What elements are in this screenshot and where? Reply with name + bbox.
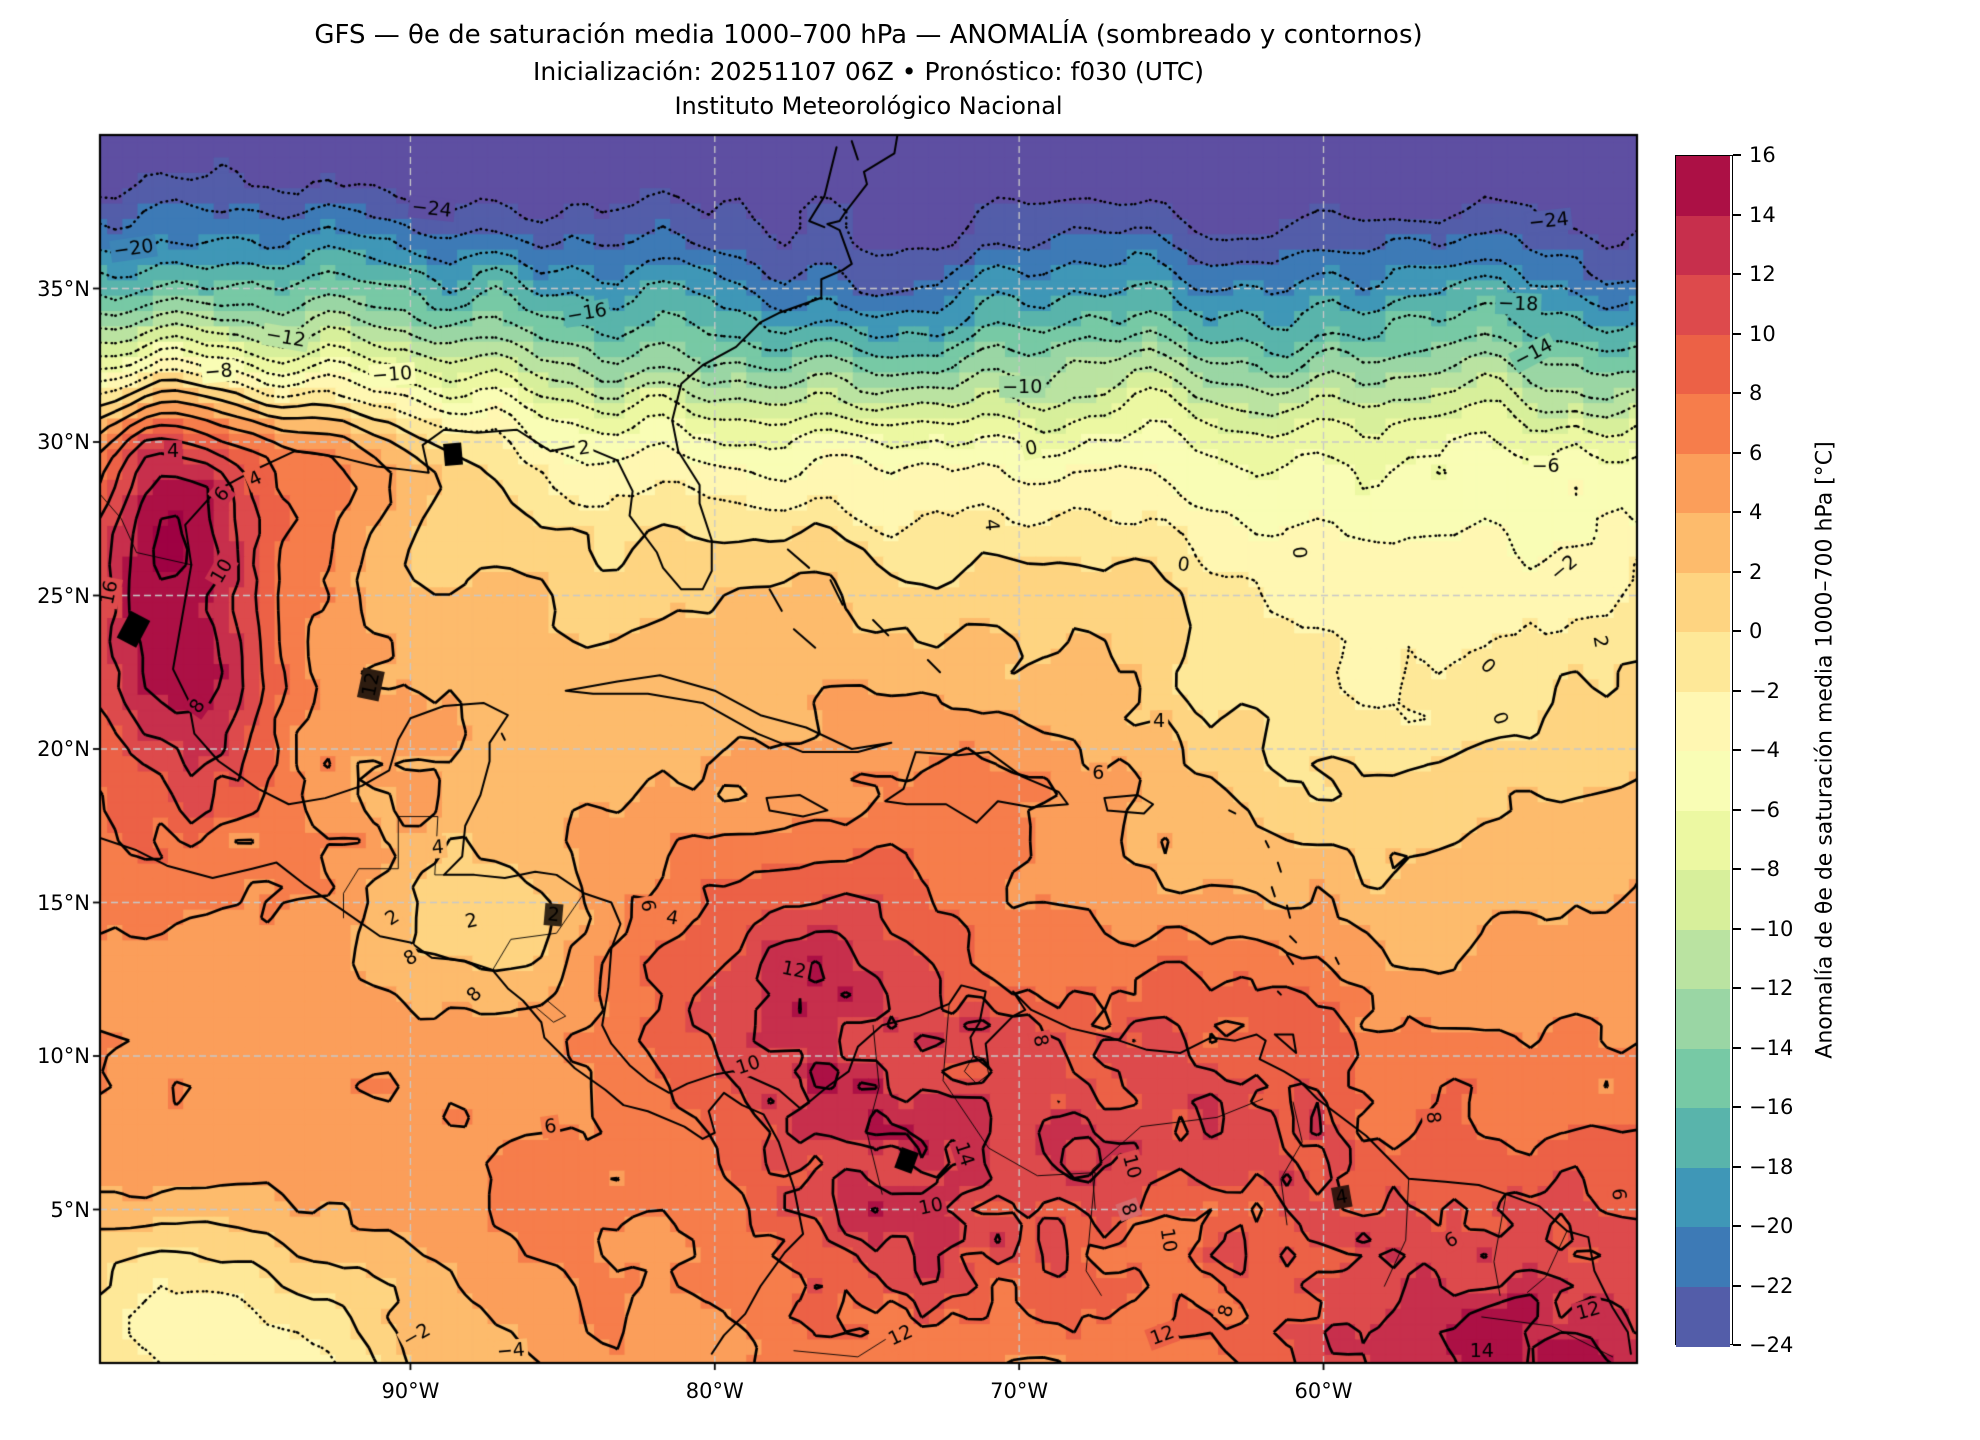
- plot-subtitle-init-forecast: Inicialización: 20251107 06Z • Pronóstic…: [533, 57, 1204, 86]
- y-tick-label-25N: 25°N: [37, 583, 90, 608]
- colorbar-band-6-to-8: [1676, 394, 1731, 454]
- colorbar-band--22-to--20: [1676, 1227, 1731, 1287]
- colorbar-tick-10: [1733, 332, 1741, 335]
- plot-title: GFS — θe de saturación media 1000–700 hP…: [314, 20, 1423, 50]
- colorbar-tick-label-14: 14: [1749, 202, 1776, 227]
- colorbar-tick-label-0: 0: [1749, 619, 1763, 643]
- colorbar-tick-4: [1733, 511, 1741, 513]
- colorbar-tick-−6: [1733, 808, 1741, 811]
- colorbar-tick-−8: [1733, 868, 1741, 870]
- colorbar-tick-label-−8: −8: [1749, 857, 1780, 881]
- y-tick-label-20N: 20°N: [37, 737, 90, 761]
- colorbar-tick-label-−22: −22: [1749, 1273, 1794, 1298]
- colorbar-band-10-to-12: [1676, 275, 1731, 335]
- colorbar-band--4-to--2: [1676, 691, 1731, 752]
- colorbar-band-8-to-10: [1676, 334, 1731, 395]
- colorbar-tick-label-−12: −12: [1749, 976, 1794, 1000]
- y-tick-label-10N: 10°N: [37, 1044, 90, 1068]
- colorbar-tick-label-−2: −2: [1749, 678, 1780, 703]
- x-tick-label-80W: 80°W: [685, 1379, 744, 1403]
- colorbar-tick-−10: [1733, 927, 1741, 930]
- colorbar-label: Anomalía de θe de saturación media 1000–…: [1812, 441, 1838, 1059]
- colorbar-band--8-to--6: [1676, 810, 1731, 871]
- colorbar-band-2-to-4: [1676, 513, 1731, 573]
- colorbar-tick-12: [1733, 273, 1741, 275]
- colorbar-tick-label-−18: −18: [1749, 1154, 1794, 1179]
- colorbar-tick-label-6: 6: [1749, 440, 1763, 465]
- colorbar-band-12-to-14: [1676, 215, 1731, 276]
- colorbar-tick-−14: [1733, 1046, 1741, 1049]
- colorbar-tick-label-12: 12: [1749, 262, 1776, 286]
- colorbar-bands: [1675, 155, 1733, 1347]
- colorbar-tick-16: [1733, 154, 1741, 156]
- colorbar-tick-−22: [1733, 1284, 1741, 1287]
- y-tick-label-35N: 35°N: [37, 276, 90, 301]
- colorbar-band-0-to-2: [1676, 572, 1731, 633]
- colorbar-band-14-to-16: [1676, 156, 1731, 216]
- colorbar-tick-−4: [1733, 749, 1741, 751]
- x-tick-label-70W: 70°W: [990, 1379, 1049, 1403]
- colorbar-tick-label-−4: −4: [1749, 738, 1780, 762]
- colorbar-tick-label-16: 16: [1749, 143, 1776, 167]
- colorbar-tick-6: [1733, 451, 1741, 454]
- colorbar-band--10-to--8: [1676, 870, 1731, 930]
- plot-subtitle-institution: Instituto Meteorológico Nacional: [674, 92, 1063, 120]
- colorbar-tick-label-−16: −16: [1749, 1095, 1794, 1119]
- colorbar-tick-label-10: 10: [1749, 321, 1776, 346]
- colorbar-tick-label-−14: −14: [1749, 1035, 1794, 1060]
- colorbar-tick-−2: [1733, 689, 1741, 692]
- colorbar-tick-14: [1733, 213, 1741, 216]
- colorbar-band-4-to-6: [1676, 453, 1731, 514]
- colorbar-tick-label-8: 8: [1749, 381, 1763, 405]
- colorbar-tick-−12: [1733, 987, 1741, 989]
- y-tick-label-15N: 15°N: [37, 890, 90, 915]
- y-tick-label-30N: 30°N: [37, 430, 90, 454]
- colorbar-tick-label-−10: −10: [1749, 916, 1794, 941]
- colorbar-tick-−18: [1733, 1165, 1741, 1168]
- colorbar-tick-label-−24: −24: [1749, 1333, 1794, 1357]
- colorbar-band--20-to--18: [1676, 1167, 1731, 1228]
- colorbar-band--18-to--16: [1676, 1108, 1731, 1168]
- colorbar-tick-−20: [1733, 1225, 1741, 1227]
- y-tick-label-5N: 5°N: [50, 1197, 90, 1222]
- colorbar-tick-0: [1733, 630, 1741, 632]
- colorbar-band--6-to--4: [1676, 751, 1731, 811]
- colorbar-band--14-to--12: [1676, 989, 1731, 1049]
- colorbar-band--12-to--10: [1676, 929, 1731, 990]
- colorbar-tick-label-−6: −6: [1749, 797, 1780, 822]
- colorbar-band--2-to-0: [1676, 632, 1731, 692]
- colorbar-tick-8: [1733, 392, 1741, 394]
- colorbar-tick-−16: [1733, 1106, 1741, 1108]
- colorbar-tick-−24: [1733, 1344, 1741, 1346]
- x-tick-label-60W: 60°W: [1294, 1379, 1353, 1403]
- colorbar-tick-label-−20: −20: [1749, 1214, 1794, 1238]
- colorbar-tick-label-2: 2: [1749, 559, 1763, 584]
- x-tick-label-90W: 90°W: [381, 1379, 440, 1403]
- colorbar-band--16-to--14: [1676, 1048, 1731, 1109]
- colorbar-band--24-to--22: [1676, 1286, 1731, 1347]
- colorbar-tick-2: [1733, 570, 1741, 573]
- colorbar-tick-label-4: 4: [1749, 500, 1763, 524]
